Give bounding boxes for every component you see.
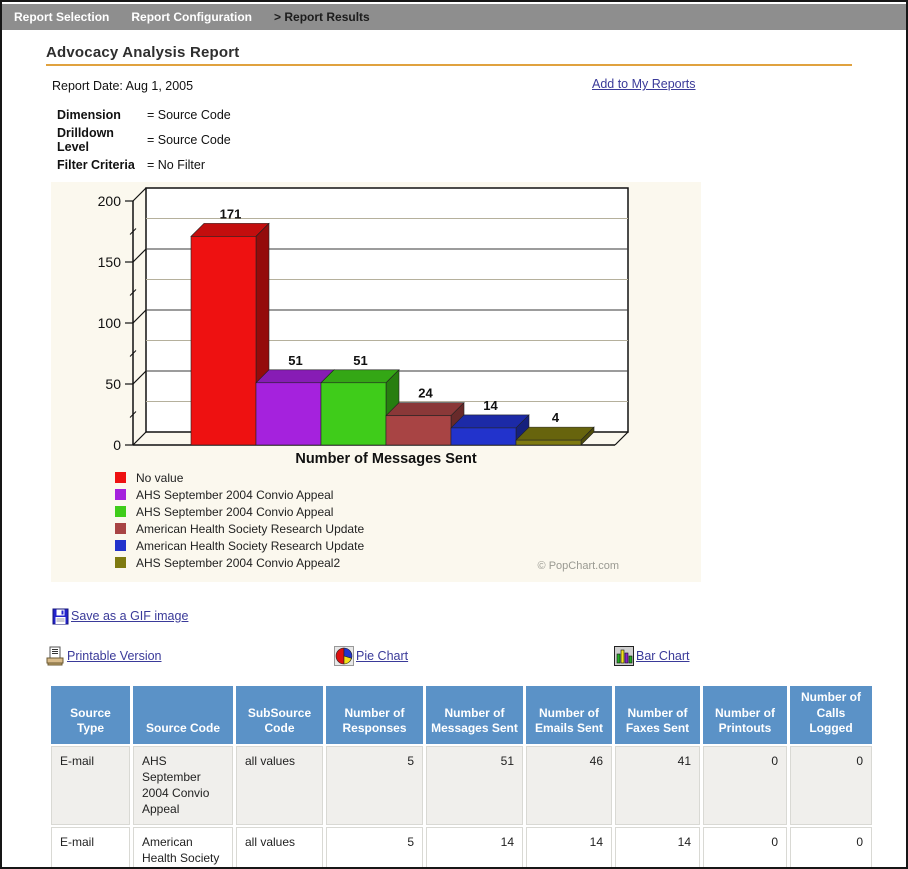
cell-r0-c5: 46 xyxy=(526,745,612,825)
svg-text:200: 200 xyxy=(98,193,122,209)
legend-item-0: No value xyxy=(115,469,364,486)
table-row-0: E-mail AHS September 2004 Convio Appeal al… xyxy=(51,745,872,825)
bar-chart-link[interactable]: Bar Chart xyxy=(636,649,690,663)
bar-chart-icon xyxy=(614,646,634,666)
legend-item-4: American Health Society Research Update xyxy=(115,537,364,554)
legend-label: No value xyxy=(136,470,184,485)
legend-swatch xyxy=(115,523,126,534)
criteria-row-0: Dimension = Source Code xyxy=(57,102,850,127)
content: Advocacy Analysis Report Report Date: Au… xyxy=(2,44,906,867)
cell-r1-c5: 14 xyxy=(526,826,612,867)
cell-r1-c6: 14 xyxy=(615,826,700,867)
printable-version-link[interactable]: Printable Version xyxy=(67,649,162,663)
date-row: Report Date: Aug 1, 2005 Add to My Repor… xyxy=(46,77,850,94)
table-header-row: Source Type Source Code SubSource Code Numb… xyxy=(51,686,872,744)
chart-credit: © PopChart.com xyxy=(537,560,619,572)
column-header-1: Source Code xyxy=(133,686,233,744)
title-rule xyxy=(46,64,852,66)
column-header-4: Number of Messages Sent xyxy=(426,686,523,744)
svg-text:100: 100 xyxy=(98,315,122,331)
svg-text:150: 150 xyxy=(98,254,122,270)
cell-r0-c8: 0 xyxy=(790,745,872,825)
legend-item-2: AHS September 2004 Convio Appeal xyxy=(115,503,364,520)
column-header-3: Number of Responses xyxy=(326,686,423,744)
svg-text:50: 50 xyxy=(105,376,121,392)
criteria-label: Dimension xyxy=(57,107,121,122)
cell-r0-c7: 0 xyxy=(703,745,787,825)
cell-r0-c0: E-mail xyxy=(51,745,130,825)
cell-r1-c2: all values xyxy=(236,826,323,867)
nav-item-1[interactable]: Report Configuration xyxy=(131,10,253,24)
legend-label: AHS September 2004 Convio Appeal xyxy=(136,487,334,502)
legend-item-5: AHS September 2004 Convio Appeal2 xyxy=(115,554,364,571)
svg-text:51: 51 xyxy=(288,353,302,368)
cell-r1-c7: 0 xyxy=(703,826,787,867)
cell-r1-c3: 5 xyxy=(326,826,423,867)
top-gap xyxy=(2,2,906,4)
cell-r0-c3: 5 xyxy=(326,745,423,825)
svg-text:171: 171 xyxy=(220,206,242,221)
legend-item-1: AHS September 2004 Convio Appeal xyxy=(115,486,364,503)
nav-item-2[interactable]: > Report Results xyxy=(274,10,370,24)
svg-text:24: 24 xyxy=(418,386,433,401)
report-criteria: Dimension = Source Code Drilldown Level = S… xyxy=(57,102,850,177)
printer-icon xyxy=(46,646,65,666)
nav-item-0[interactable]: Report Selection xyxy=(14,10,110,24)
column-header-6: Number of Faxes Sent xyxy=(615,686,700,744)
pie-chart-icon xyxy=(334,646,354,666)
criteria-value: = No Filter xyxy=(147,157,206,172)
column-header-8: Number of Calls Logged xyxy=(790,686,872,744)
cell-r1-c4: 14 xyxy=(426,826,523,867)
save-gif-row: Save as a GIF image xyxy=(52,606,850,626)
legend-label: American Health Society Research Update xyxy=(136,538,365,553)
cell-r0-c2: all values xyxy=(236,745,323,825)
pie-chart-link[interactable]: Pie Chart xyxy=(356,649,409,663)
report-date: Report Date: Aug 1, 2005 xyxy=(52,79,194,93)
chart: 0 50 100 150 200 171 51 51 24 14 4 Number of Messag… xyxy=(51,182,701,582)
results-table: Source Type Source Code SubSource Code Numb… xyxy=(48,684,875,867)
top-navbar: Report Selection Report Configuration > Re… xyxy=(2,4,906,30)
svg-text:0: 0 xyxy=(113,437,121,453)
cell-r1-c0: E-mail xyxy=(51,826,130,867)
chart-legend: No value AHS September 2004 Convio Appeal… xyxy=(115,469,364,571)
add-to-my-reports-link[interactable]: Add to My Reports xyxy=(592,77,696,91)
svg-text:51: 51 xyxy=(353,353,367,368)
column-header-7: Number of Printouts xyxy=(703,686,787,744)
cell-r1-c8: 0 xyxy=(790,826,872,867)
criteria-value: = Source Code xyxy=(147,107,231,122)
criteria-label: Filter Criteria xyxy=(57,157,135,172)
column-header-5: Number of Emails Sent xyxy=(526,686,612,744)
svg-text:4: 4 xyxy=(552,410,560,425)
column-header-2: SubSource Code xyxy=(236,686,323,744)
cell-r0-c1: AHS September 2004 Convio Appeal xyxy=(133,745,233,825)
legend-swatch xyxy=(115,506,126,517)
floppy-disk-icon xyxy=(52,608,69,625)
criteria-row-1: Drilldown Level = Source Code xyxy=(57,125,850,154)
cell-r1-c1: American Health Society Research Update xyxy=(133,826,233,867)
criteria-value: = Source Code xyxy=(147,132,231,147)
bar-chart-plot: 0 50 100 150 200 171 51 51 24 14 4 Number of Messag… xyxy=(98,187,629,467)
page-title: Advocacy Analysis Report xyxy=(46,44,240,61)
cell-r0-c6: 41 xyxy=(615,745,700,825)
criteria-row-2: Filter Criteria = No Filter xyxy=(57,152,850,177)
save-gif-link[interactable]: Save as a GIF image xyxy=(71,609,189,623)
legend-label: AHS September 2004 Convio Appeal xyxy=(136,504,334,519)
legend-item-3: American Health Society Research Update xyxy=(115,520,364,537)
links-row: Printable Version Pie Chart Bar Chart xyxy=(46,646,850,670)
svg-text:14: 14 xyxy=(483,398,498,413)
legend-swatch xyxy=(115,557,126,568)
cell-r0-c4: 51 xyxy=(426,745,523,825)
column-header-0: Source Type xyxy=(51,686,130,744)
legend-swatch xyxy=(115,489,126,500)
svg-text:Number of Messages Sent: Number of Messages Sent xyxy=(295,451,476,467)
legend-label: AHS September 2004 Convio Appeal2 xyxy=(136,555,341,570)
criteria-label: Drilldown Level xyxy=(57,125,114,154)
legend-label: American Health Society Research Update xyxy=(136,521,365,536)
legend-swatch xyxy=(115,540,126,551)
legend-swatch xyxy=(115,472,126,483)
